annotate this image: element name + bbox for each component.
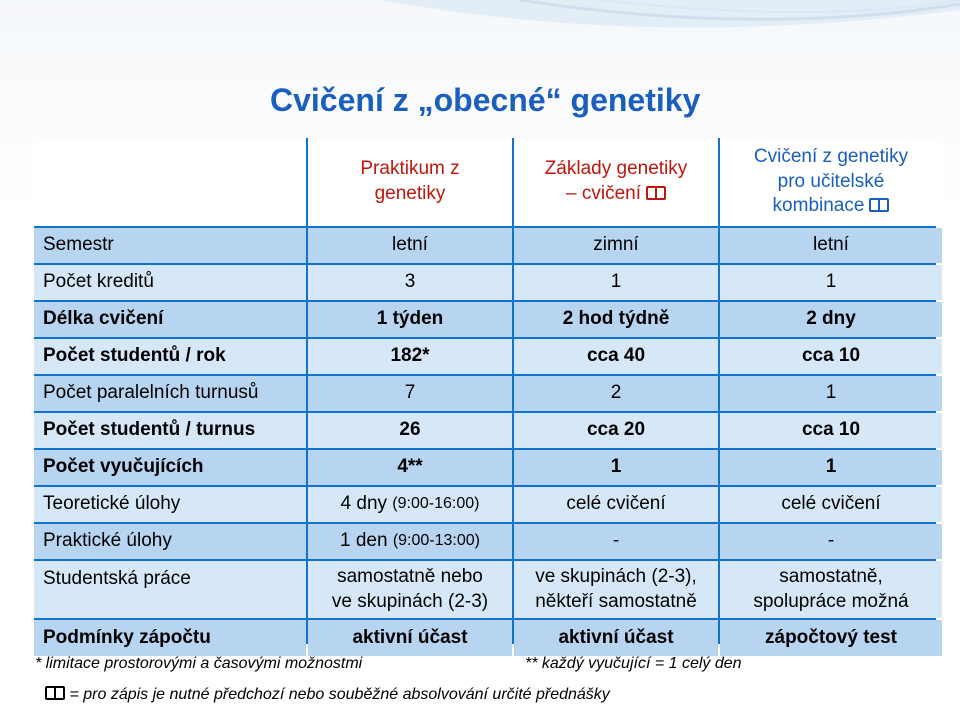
table-cell: 1 (514, 450, 718, 485)
table-cell: zápočtový test (720, 620, 942, 656)
table-cell: 1 týden (308, 302, 512, 337)
footnote-prerequisite-text: = pro zápis je nutné předchozí nebo soub… (69, 686, 610, 703)
table-cell: aktivní účast (514, 620, 718, 656)
column-header-line: genetiky (374, 183, 446, 204)
book-icon (645, 186, 666, 200)
table-cell: letní (720, 228, 942, 263)
comparison-table: Praktikum z genetiky Základy genetiky – cv… (34, 138, 942, 656)
footnote-teachers: ** každý vyučující = 1 celý den (525, 655, 742, 672)
table-cell: cca 10 (720, 413, 942, 448)
table-cell: celé cvičení (514, 487, 718, 522)
table-cell: 4 dny (9:00-16:00) (308, 487, 512, 522)
row-label: Počet paralelních turnusů (34, 376, 306, 411)
table-cell: 4** (308, 450, 512, 485)
cell-line: samostatně nebo (337, 565, 483, 587)
page-title: Cvičení z „obecné“ genetiky (270, 82, 701, 118)
table-cell: 1 (720, 376, 942, 411)
table-cell: 182* (308, 339, 512, 374)
cell-time-text: (9:00-16:00) (392, 495, 480, 513)
cell-line: ve skupinách (2-3), (535, 565, 697, 587)
decorative-swoosh (380, 0, 960, 28)
book-icon (869, 198, 890, 213)
table-cell: cca 10 (720, 339, 942, 374)
row-label: Délka cvičení (34, 302, 306, 337)
book-icon (45, 686, 65, 700)
row-label: Počet kreditů (34, 265, 306, 300)
table-cell: celé cvičení (720, 487, 942, 522)
table-cell: 1 (720, 450, 942, 485)
column-header-line: pro učitelské (777, 170, 885, 192)
cell-time-text: (9:00-13:00) (392, 532, 480, 550)
table-cell: cca 40 (514, 339, 718, 374)
column-header-line: – cvičení (566, 183, 641, 204)
row-label: Počet vyučujících (34, 450, 306, 485)
table-cell: - (514, 524, 718, 559)
table-cell: samostatně, spolupráce možná (720, 561, 942, 618)
row-label: Praktické úlohy (34, 524, 306, 559)
table-cell: 26 (308, 413, 512, 448)
column-header-zaklady: Základy genetiky – cvičení (514, 138, 718, 226)
table-cell: - (720, 524, 942, 559)
footnote-capacity: * limitace prostorovými a časovými možno… (35, 655, 363, 672)
row-label: Podmínky zápočtu (34, 620, 306, 656)
column-header-line: kombinace (772, 195, 865, 217)
table-cell: 1 den (9:00-13:00) (308, 524, 512, 559)
column-header-ucitelske: Cvičení z genetiky pro učitelské kombinace (720, 138, 942, 226)
table-cell: 2 dny (720, 302, 942, 337)
column-header-line: Základy genetiky (544, 158, 688, 180)
footnote-prerequisite: = pro zápis je nutné předchozí nebo soub… (40, 686, 610, 704)
column-header-line: Cvičení z genetiky (753, 145, 909, 167)
table-cell: samostatně nebo ve skupinách (2-3) (308, 561, 512, 618)
cell-main-text: 4 dny (340, 493, 388, 515)
table-cell: zimní (514, 228, 718, 263)
table-cell: 7 (308, 376, 512, 411)
table-cell: ve skupinách (2-3), někteří samostatně (514, 561, 718, 618)
cell-line: samostatně, (779, 565, 883, 587)
cell-line: někteří samostatně (535, 590, 697, 612)
row-label: Počet studentů / turnus (34, 413, 306, 448)
column-header-praktikum: Praktikum z genetiky (308, 138, 512, 226)
row-label: Teoretické úlohy (34, 487, 306, 522)
table-cell: 1 (514, 265, 718, 300)
table-cell: 1 (720, 265, 942, 300)
table-cell: 2 (514, 376, 718, 411)
table-cell: 3 (308, 265, 512, 300)
row-label: Semestr (34, 228, 306, 263)
cell-main-text: 1 den (340, 530, 388, 552)
cell-line: ve skupinách (2-3) (331, 590, 489, 612)
table-corner (34, 138, 306, 226)
table-cell: aktivní účast (308, 620, 512, 656)
row-label: Studentská práce (34, 561, 306, 618)
cell-line: spolupráce možná (753, 590, 909, 612)
table-cell: 2 hod týdně (514, 302, 718, 337)
row-label: Počet studentů / rok (34, 339, 306, 374)
table-cell: cca 20 (514, 413, 718, 448)
table-cell: letní (308, 228, 512, 263)
column-header-line: Praktikum z (360, 158, 460, 180)
